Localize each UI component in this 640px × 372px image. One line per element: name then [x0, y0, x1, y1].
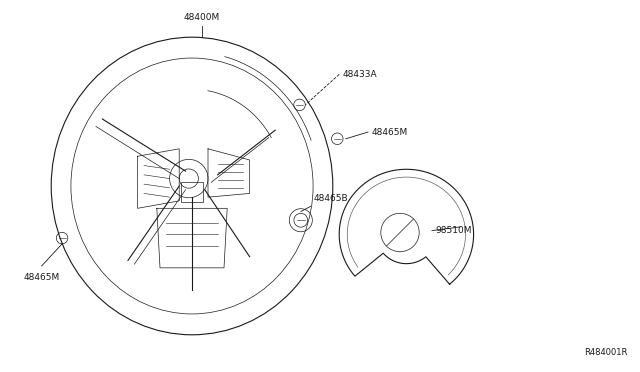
Text: 48400M: 48400M [184, 13, 220, 22]
Text: 98510M: 98510M [435, 226, 472, 235]
Text: R484001R: R484001R [584, 348, 627, 357]
Text: 48465M: 48465M [371, 128, 408, 137]
Text: 48433A: 48433A [342, 70, 377, 79]
Text: 48465M: 48465M [24, 273, 60, 282]
Text: 48465B: 48465B [314, 194, 348, 203]
